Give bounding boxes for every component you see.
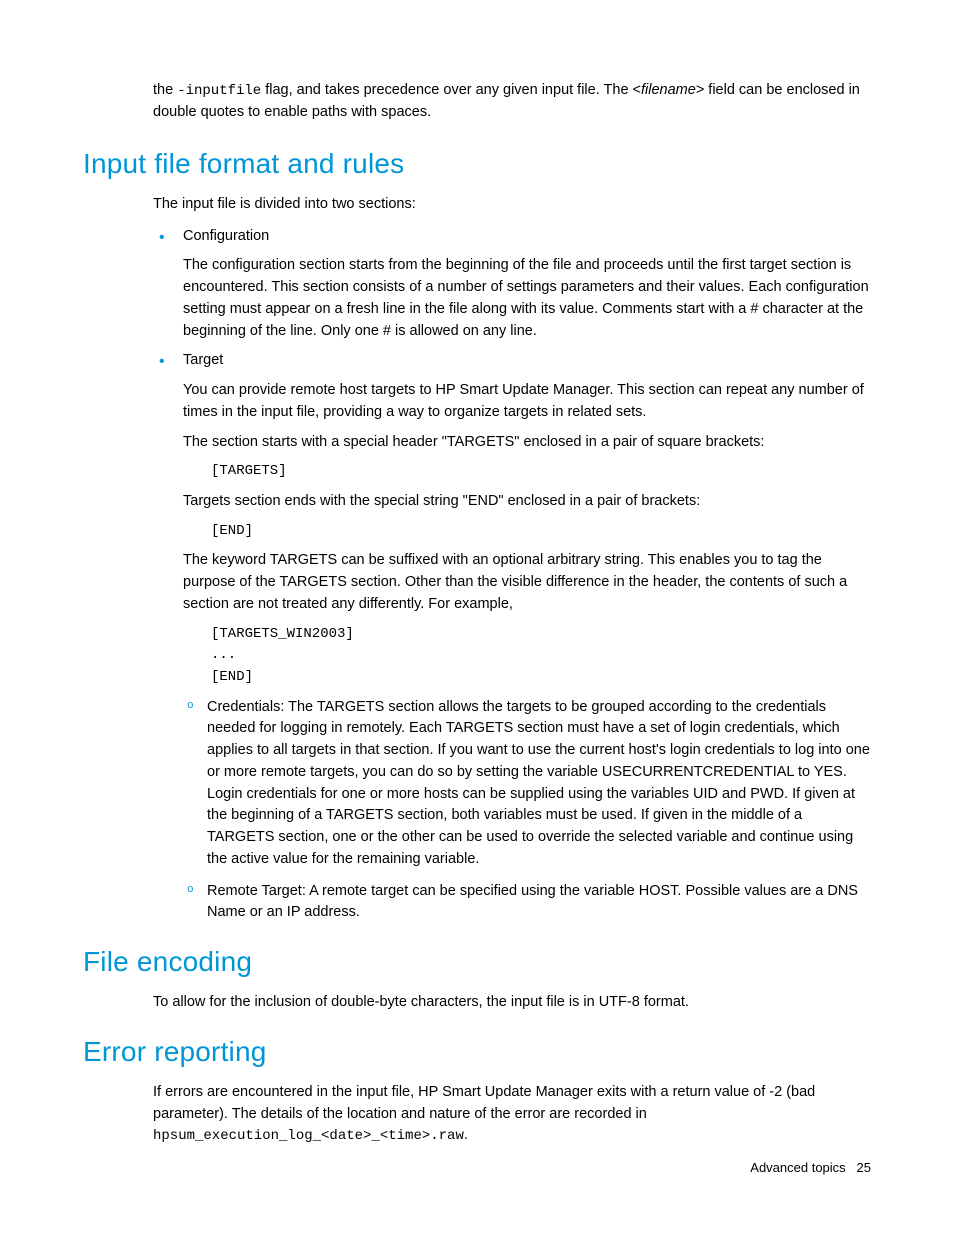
flag-code: -inputfile: [177, 83, 261, 99]
code-targets-win: [TARGETS_WIN2003] ... [END]: [211, 624, 871, 689]
target-para2: The section starts with a special header…: [183, 432, 871, 454]
heading-input-rules: Input file format and rules: [83, 148, 871, 180]
config-para: The configuration section starts from th…: [183, 255, 871, 342]
intro-prefix: the: [153, 82, 177, 98]
error-suffix: .: [464, 1127, 468, 1143]
error-text: If errors are encountered in the input f…: [153, 1084, 815, 1122]
intro-mid: flag, and takes precedence over any give…: [261, 82, 641, 98]
target-item: Target You can provide remote host targe…: [153, 350, 871, 924]
error-code: hpsum_execution_log_<date>_<time>.raw: [153, 1128, 464, 1144]
target-para4: The keyword TARGETS can be suffixed with…: [183, 550, 871, 615]
target-para3: Targets section ends with the special st…: [183, 491, 871, 513]
credentials-item: Credentials: The TARGETS section allows …: [183, 697, 871, 871]
heading-file-encoding: File encoding: [83, 946, 871, 978]
target-sublist: Credentials: The TARGETS section allows …: [183, 697, 871, 925]
code-end: [END]: [211, 521, 871, 543]
target-title: Target: [183, 352, 223, 368]
input-rules-lead: The input file is divided into two secti…: [153, 194, 871, 216]
filename-italic: filename: [641, 82, 696, 98]
file-encoding-para: To allow for the inclusion of double-byt…: [153, 992, 871, 1014]
sections-list: Configuration The configuration section …: [153, 226, 871, 925]
remote-target-item: Remote Target: A remote target can be sp…: [183, 881, 871, 925]
target-para1: You can provide remote host targets to H…: [183, 380, 871, 424]
error-reporting-para: If errors are encountered in the input f…: [153, 1082, 871, 1148]
config-title: Configuration: [183, 228, 269, 244]
footer-label: Advanced topics: [750, 1160, 845, 1175]
intro-paragraph: the -inputfile flag, and takes precedenc…: [153, 80, 871, 124]
page-footer: Advanced topics 25: [750, 1160, 871, 1175]
footer-page: 25: [857, 1160, 871, 1175]
code-targets: [TARGETS]: [211, 461, 871, 483]
config-item: Configuration The configuration section …: [153, 226, 871, 343]
heading-error-reporting: Error reporting: [83, 1036, 871, 1068]
